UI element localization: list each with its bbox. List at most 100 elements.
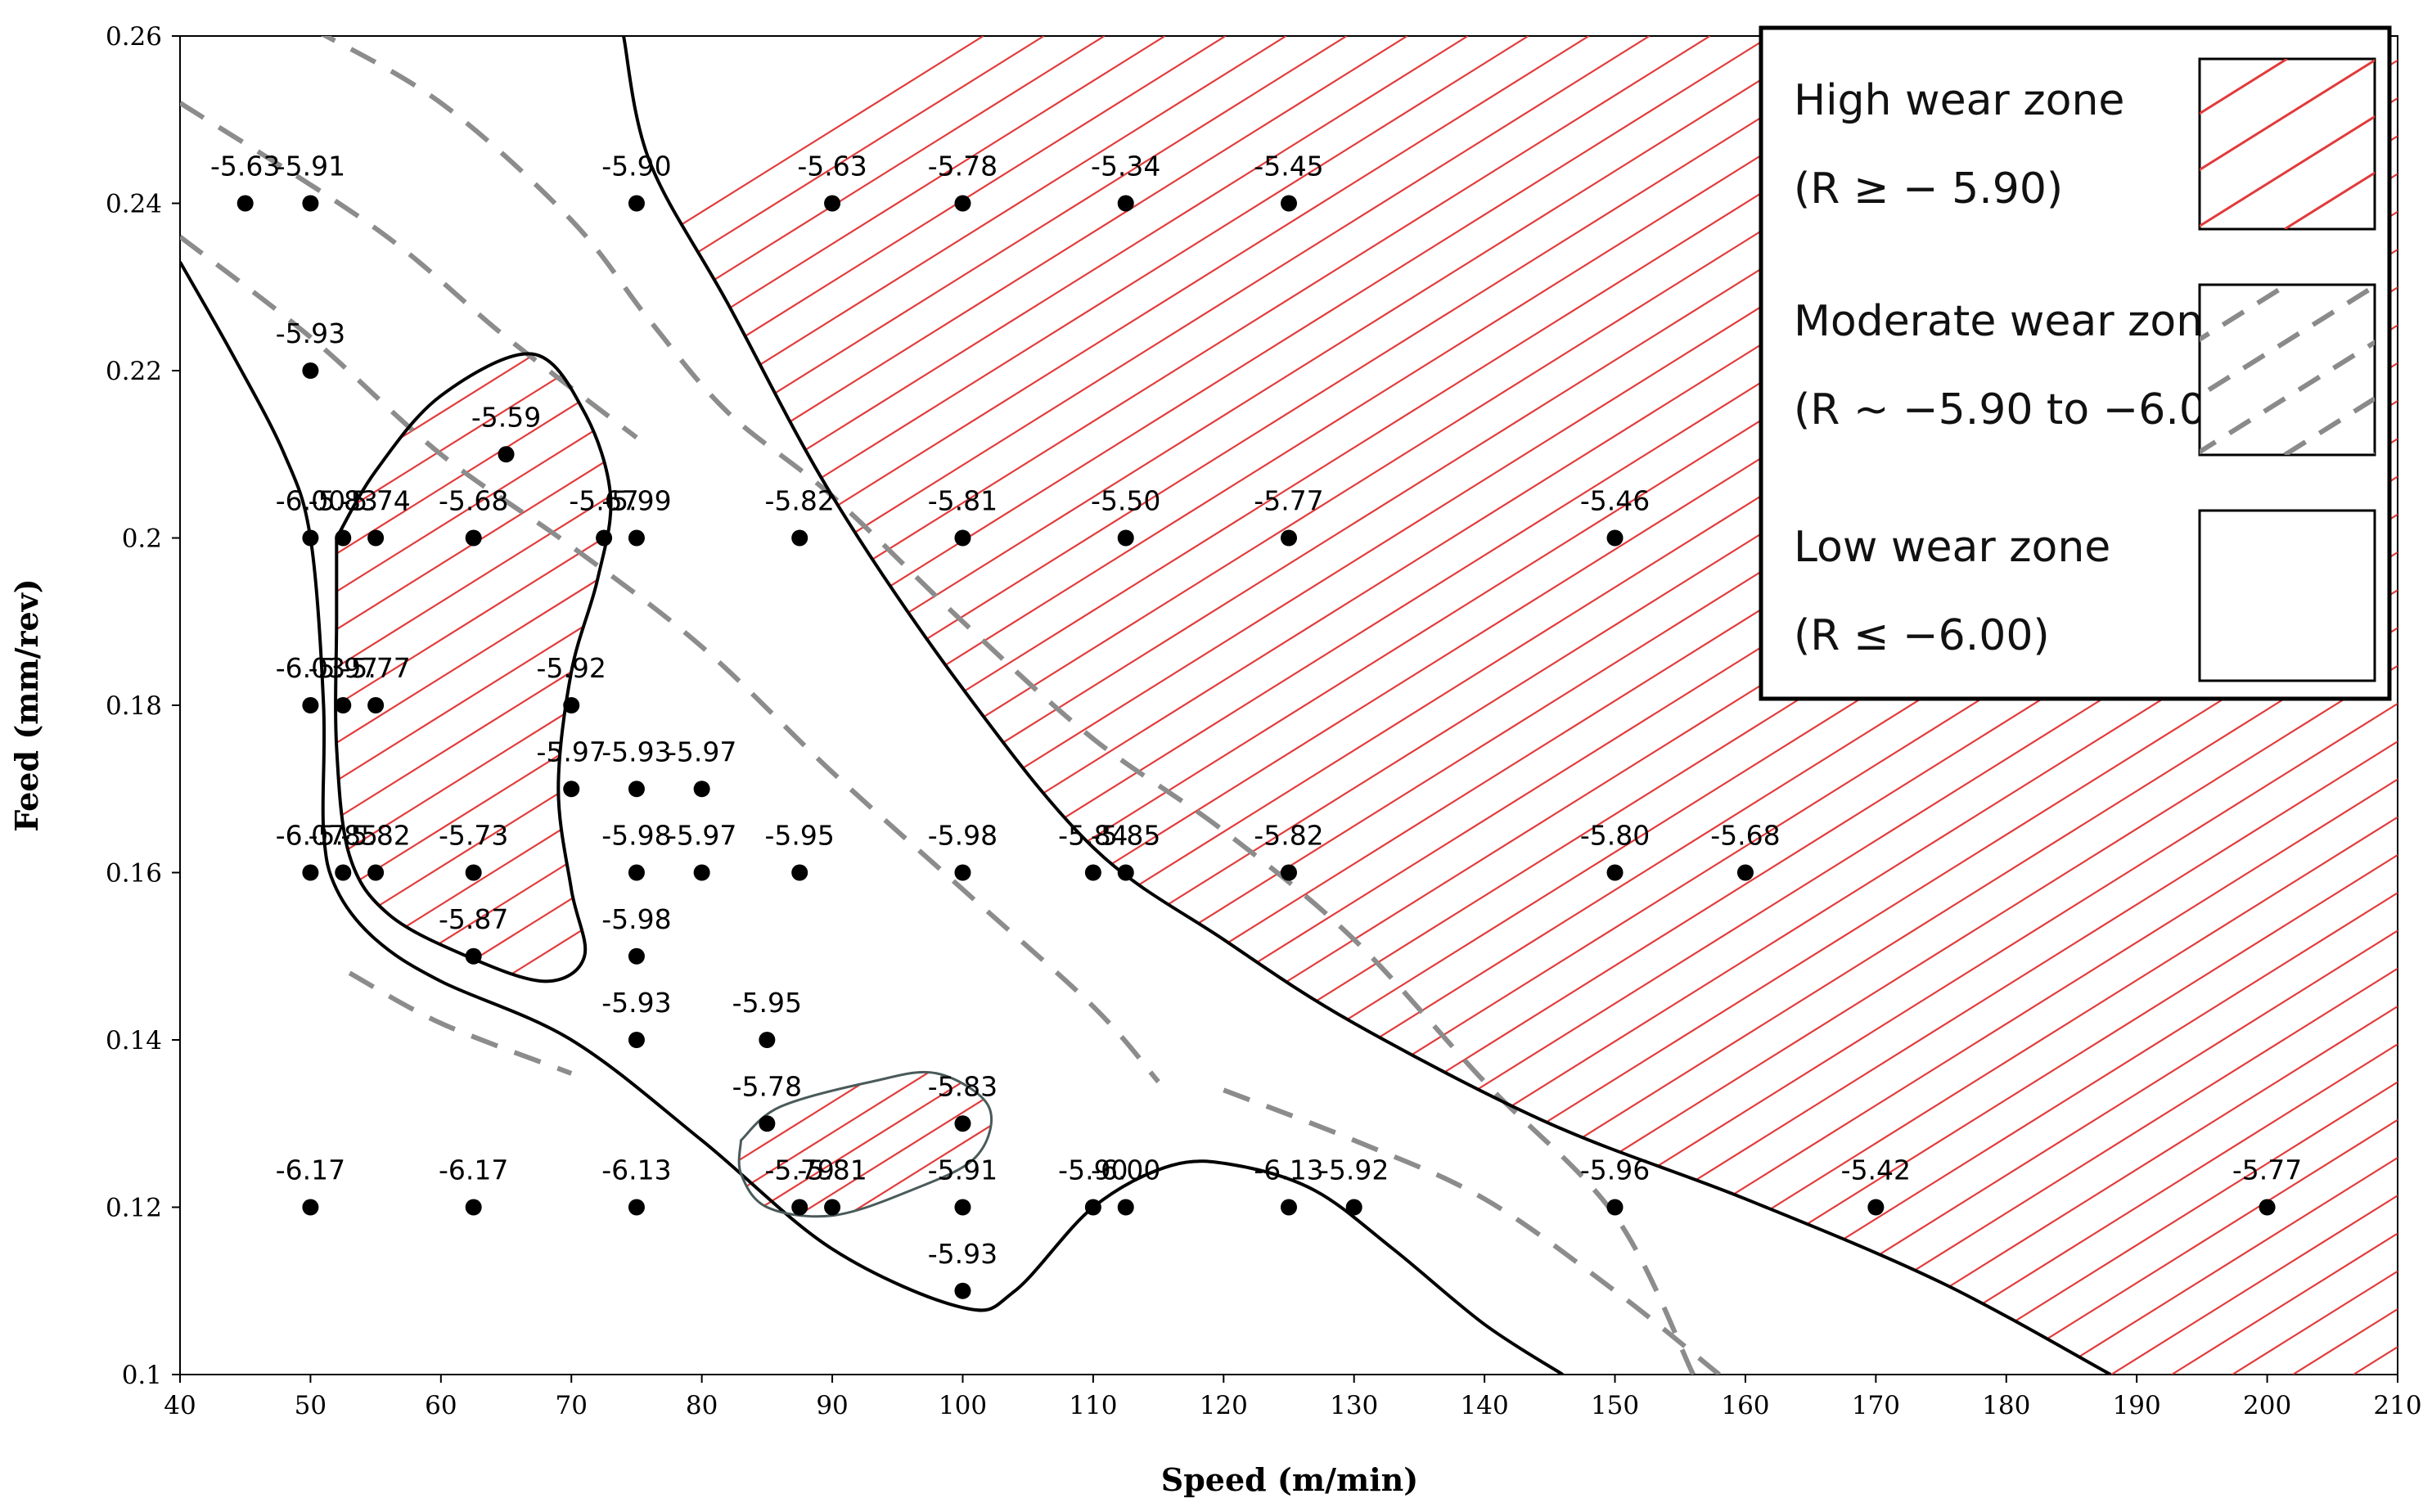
data-point-label: -5.78 — [928, 151, 998, 182]
data-point — [628, 529, 645, 547]
legend-condition-low: (R ≤ −6.00) — [1794, 611, 2050, 660]
data-point — [759, 1032, 776, 1048]
hatch-line — [2200, 59, 2375, 172]
x-tick-label: 160 — [1721, 1391, 1769, 1420]
data-point — [628, 195, 645, 212]
x-tick-label: 110 — [1069, 1391, 1117, 1420]
x-tick-label: 100 — [939, 1391, 987, 1420]
hatch-line — [624, 36, 1348, 1375]
x-tick-label: 80 — [686, 1391, 718, 1420]
data-point-label: -5.34 — [1091, 151, 1160, 182]
data-point — [302, 1199, 319, 1216]
x-tick-label: 170 — [1852, 1391, 1900, 1420]
x-tick-label: 130 — [1330, 1391, 1378, 1420]
hatch-line — [2283, 395, 2375, 455]
data-point — [1117, 529, 1134, 547]
data-point-label: -5.63 — [797, 151, 867, 182]
data-point — [1117, 195, 1134, 212]
data-point — [1606, 864, 1624, 881]
data-point-label: -5.82 — [765, 485, 835, 517]
x-tick-label: 90 — [816, 1391, 848, 1420]
data-point-label: -5.97 — [309, 652, 378, 684]
data-point — [465, 864, 482, 881]
hatch-line — [739, 1072, 992, 1217]
hatch-line — [624, 36, 1590, 1375]
y-tick-label: 0.12 — [106, 1194, 162, 1223]
x-tick-label: 150 — [1591, 1391, 1639, 1420]
data-point — [596, 529, 613, 547]
hatch-line — [739, 1072, 992, 1217]
data-point — [236, 195, 254, 212]
hatch-line — [1323, 36, 2398, 1375]
x-tick-label: 70 — [556, 1391, 588, 1420]
x-tick-label: 120 — [1200, 1391, 1248, 1420]
hatch-line — [1505, 36, 2398, 1375]
high-wear-island-bottom-boundary — [737, 1070, 993, 1218]
data-point — [367, 529, 385, 547]
hatch-line — [1687, 36, 2398, 1375]
data-point — [2259, 1199, 2276, 1216]
data-point-label: -5.68 — [439, 485, 508, 517]
data-point — [824, 195, 841, 212]
y-tick-label: 0.18 — [106, 691, 162, 721]
data-point-label: -5.84 — [1058, 820, 1128, 852]
data-point — [465, 1199, 482, 1216]
data-point-label: -5.87 — [439, 903, 508, 935]
y-tick-label: 0.1 — [122, 1361, 162, 1390]
x-tick-label: 40 — [164, 1391, 196, 1420]
legend-label-low: Low wear zone — [1794, 523, 2110, 572]
hatch-line — [624, 36, 1408, 1375]
data-point-label: -5.93 — [601, 987, 671, 1019]
data-point-label: -6.00 — [1091, 1154, 1160, 1186]
data-point — [1867, 1199, 1885, 1216]
x-tick-label: 50 — [295, 1391, 327, 1420]
data-point-label: -5.90 — [601, 151, 671, 182]
hatch-line — [1868, 36, 2398, 1375]
y-tick-label: 0.24 — [106, 190, 162, 219]
legend-swatch-low — [2198, 509, 2376, 682]
data-point-label: -5.97 — [667, 736, 736, 767]
data-point-label: -5.77 — [1254, 485, 1323, 517]
hatch-line — [739, 1072, 992, 1217]
hatch-line — [624, 36, 1287, 1375]
hatch-line — [336, 353, 611, 982]
legend: High wear zone (R ≥ − 5.90) Moderate wea… — [1759, 25, 2392, 701]
data-point-label: -5.97 — [667, 820, 736, 852]
data-point-label: -5.73 — [439, 820, 508, 852]
data-point-label: -5.93 — [928, 1238, 998, 1270]
data-point-label: -5.59 — [471, 401, 541, 433]
high-wear-boundary — [622, 36, 2112, 1375]
data-point — [1117, 1199, 1134, 1216]
data-point — [1117, 864, 1134, 881]
data-point — [954, 195, 971, 212]
data-point-label: -5.98 — [601, 820, 671, 852]
x-tick-label: 60 — [425, 1391, 457, 1420]
data-point-label: -5.46 — [1580, 485, 1650, 517]
hatch-line — [739, 1072, 992, 1217]
data-point — [498, 446, 515, 463]
y-tick-label: 0.16 — [106, 859, 162, 889]
x-tick-label: 140 — [1461, 1391, 1509, 1420]
data-point-label: -5.74 — [340, 485, 410, 517]
data-point-label: -5.63 — [210, 151, 280, 182]
moderate-boundary-dashed — [180, 101, 638, 440]
data-point — [335, 864, 352, 881]
data-point — [791, 1199, 808, 1216]
data-point — [302, 697, 319, 713]
y-tick-label: 0.14 — [106, 1026, 162, 1055]
data-point — [302, 362, 319, 379]
data-point — [302, 195, 319, 212]
data-point-label: -5.90 — [1058, 1154, 1128, 1186]
hatch-line — [2200, 115, 2375, 228]
data-point-label: -5.91 — [276, 151, 345, 182]
x-tick-label: 190 — [2113, 1391, 2161, 1420]
data-point — [465, 529, 482, 547]
hatch-line — [2200, 59, 2288, 115]
data-point — [335, 529, 352, 547]
hatch-line — [2200, 285, 2375, 399]
hatch-line — [624, 36, 1651, 1375]
data-point-label: -5.98 — [928, 820, 998, 852]
data-point-label: -5.99 — [601, 485, 671, 517]
data-point — [628, 864, 645, 881]
